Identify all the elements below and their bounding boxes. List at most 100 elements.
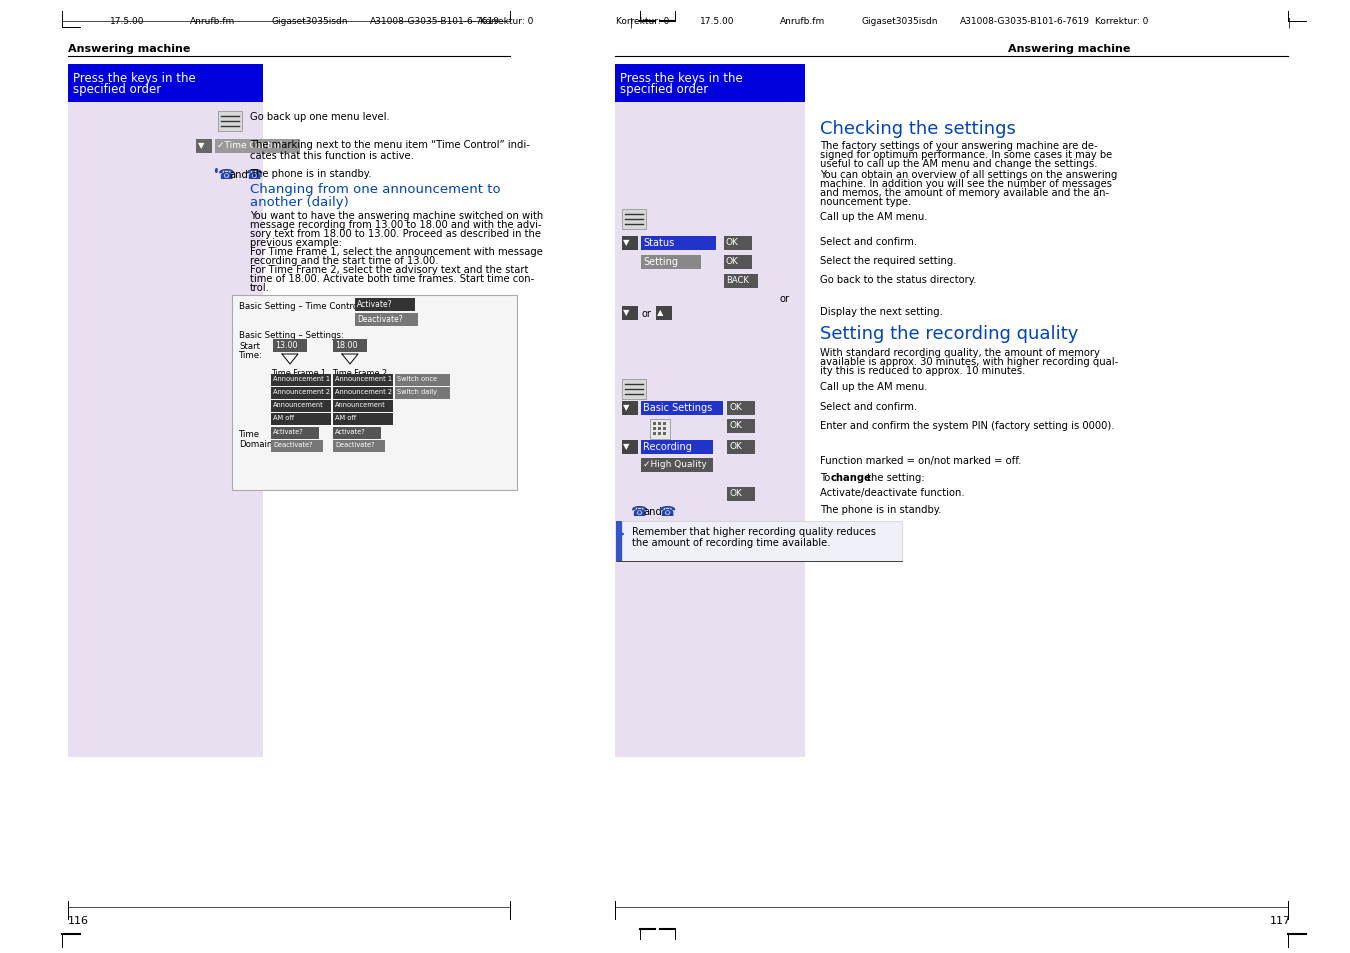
Text: Start: Start: [239, 341, 261, 351]
Bar: [728, 419, 755, 434]
Text: Go back up one menu level.: Go back up one menu level.: [250, 112, 390, 122]
Text: or: or: [780, 294, 790, 304]
Text: another (daily): another (daily): [250, 195, 348, 209]
Text: Switch once: Switch once: [397, 375, 437, 381]
Text: Korrektur: 0: Korrektur: 0: [616, 17, 670, 26]
Text: You want to have the answering machine switched on with: You want to have the answering machine s…: [250, 211, 543, 221]
Text: or: or: [641, 309, 651, 318]
Text: OK: OK: [729, 420, 742, 430]
Bar: [728, 488, 755, 501]
Bar: [232, 295, 517, 491]
Bar: [217, 112, 242, 132]
Text: 17.5.00: 17.5.00: [109, 17, 144, 26]
Text: To: To: [819, 473, 833, 482]
Bar: [396, 388, 450, 399]
Text: Answering machine: Answering machine: [68, 44, 190, 54]
Text: Announcement: Announcement: [273, 401, 324, 408]
Bar: [641, 458, 713, 473]
Text: Deactivate?: Deactivate?: [273, 441, 313, 448]
Text: BACK: BACK: [726, 275, 749, 285]
Text: Checking the settings: Checking the settings: [819, 120, 1015, 138]
Bar: [333, 428, 381, 439]
Text: ☎: ☎: [217, 168, 235, 182]
Text: 116: 116: [68, 915, 89, 925]
Bar: [271, 400, 331, 413]
Text: specified order: specified order: [73, 83, 161, 96]
Text: Anrufb.fm: Anrufb.fm: [780, 17, 825, 26]
Text: Announcement 2: Announcement 2: [335, 389, 392, 395]
Bar: [622, 307, 639, 320]
Bar: [616, 65, 805, 103]
Bar: [68, 65, 263, 103]
Bar: [724, 255, 752, 270]
Bar: [653, 422, 656, 426]
Bar: [68, 103, 263, 758]
Text: Press the keys in the: Press the keys in the: [73, 71, 196, 85]
Text: Activate?: Activate?: [273, 429, 304, 435]
Text: You can obtain an overview of all settings on the answering: You can obtain an overview of all settin…: [819, 170, 1118, 180]
Bar: [728, 401, 755, 416]
Text: Call up the AM menu.: Call up the AM menu.: [819, 212, 927, 222]
Text: Time:: Time:: [239, 351, 263, 359]
Bar: [333, 339, 367, 353]
Bar: [355, 314, 418, 327]
Bar: [657, 422, 661, 426]
Text: ▼: ▼: [622, 237, 629, 247]
Bar: [622, 379, 647, 399]
Text: A31008-G3035-B101-6-7619: A31008-G3035-B101-6-7619: [960, 17, 1089, 26]
Text: ☎: ☎: [630, 504, 647, 518]
Text: 13.00: 13.00: [275, 340, 297, 350]
Bar: [616, 521, 622, 561]
Text: Gigaset3035isdn: Gigaset3035isdn: [271, 17, 348, 26]
Text: Activate/deactivate function.: Activate/deactivate function.: [819, 488, 965, 497]
Text: Press the keys in the: Press the keys in the: [620, 71, 742, 85]
Bar: [649, 419, 670, 439]
Bar: [663, 422, 666, 426]
Text: nouncement type.: nouncement type.: [819, 196, 911, 207]
Text: The phone is in standby.: The phone is in standby.: [250, 169, 371, 179]
Text: Activate?: Activate?: [356, 299, 393, 309]
Text: ity this is reduced to approx. 10 minutes.: ity this is reduced to approx. 10 minute…: [819, 366, 1026, 375]
Text: ☎: ☎: [244, 168, 262, 182]
Bar: [622, 440, 639, 455]
Bar: [663, 433, 666, 436]
Text: available is approx. 30 minutes, with higher recording qual-: available is approx. 30 minutes, with hi…: [819, 356, 1118, 367]
Text: Announcement: Announcement: [335, 401, 386, 408]
Text: Announcement 1: Announcement 1: [335, 375, 392, 381]
Text: For Time Frame 2, select the advisory text and the start: For Time Frame 2, select the advisory te…: [250, 265, 528, 274]
Text: Korrektur: 0: Korrektur: 0: [1095, 17, 1149, 26]
Bar: [663, 428, 666, 431]
Bar: [641, 401, 724, 416]
Text: and memos, the amount of memory available and the an-: and memos, the amount of memory availabl…: [819, 188, 1110, 198]
Text: ✓Time Control: ✓Time Control: [217, 141, 282, 150]
Text: ✓High Quality: ✓High Quality: [643, 459, 707, 469]
Bar: [728, 440, 755, 455]
Text: Korrektur: 0: Korrektur: 0: [481, 17, 533, 26]
Text: Setting: Setting: [643, 256, 678, 267]
Text: previous example:: previous example:: [250, 237, 342, 248]
Bar: [724, 236, 752, 251]
Text: OK: OK: [726, 256, 738, 266]
Bar: [622, 401, 639, 416]
Text: Basic Setting – Settings:: Basic Setting – Settings:: [239, 331, 344, 339]
Text: Select and confirm.: Select and confirm.: [819, 401, 917, 412]
Text: For Time Frame 1, select the announcement with message: For Time Frame 1, select the announcemen…: [250, 247, 543, 256]
Bar: [641, 255, 701, 270]
Text: Status: Status: [643, 237, 674, 248]
Text: Function marked = on/not marked = off.: Function marked = on/not marked = off.: [819, 456, 1022, 465]
Text: AM off: AM off: [273, 415, 294, 420]
Text: change: change: [832, 473, 872, 482]
Text: Announcement 2: Announcement 2: [273, 389, 331, 395]
Text: the setting:: the setting:: [864, 473, 925, 482]
Text: Select and confirm.: Select and confirm.: [819, 236, 917, 247]
Bar: [641, 236, 716, 251]
Text: 117: 117: [1270, 915, 1291, 925]
Bar: [396, 375, 450, 387]
Text: specified order: specified order: [620, 83, 709, 96]
Text: Deactivate?: Deactivate?: [335, 441, 374, 448]
Bar: [622, 210, 647, 230]
Bar: [271, 388, 331, 399]
Text: A31008-G3035-B101-6-7619: A31008-G3035-B101-6-7619: [370, 17, 500, 26]
Text: recording and the start time of 13.00.: recording and the start time of 13.00.: [250, 255, 439, 266]
Text: time of 18.00. Activate both time frames. Start time con-: time of 18.00. Activate both time frames…: [250, 274, 535, 284]
